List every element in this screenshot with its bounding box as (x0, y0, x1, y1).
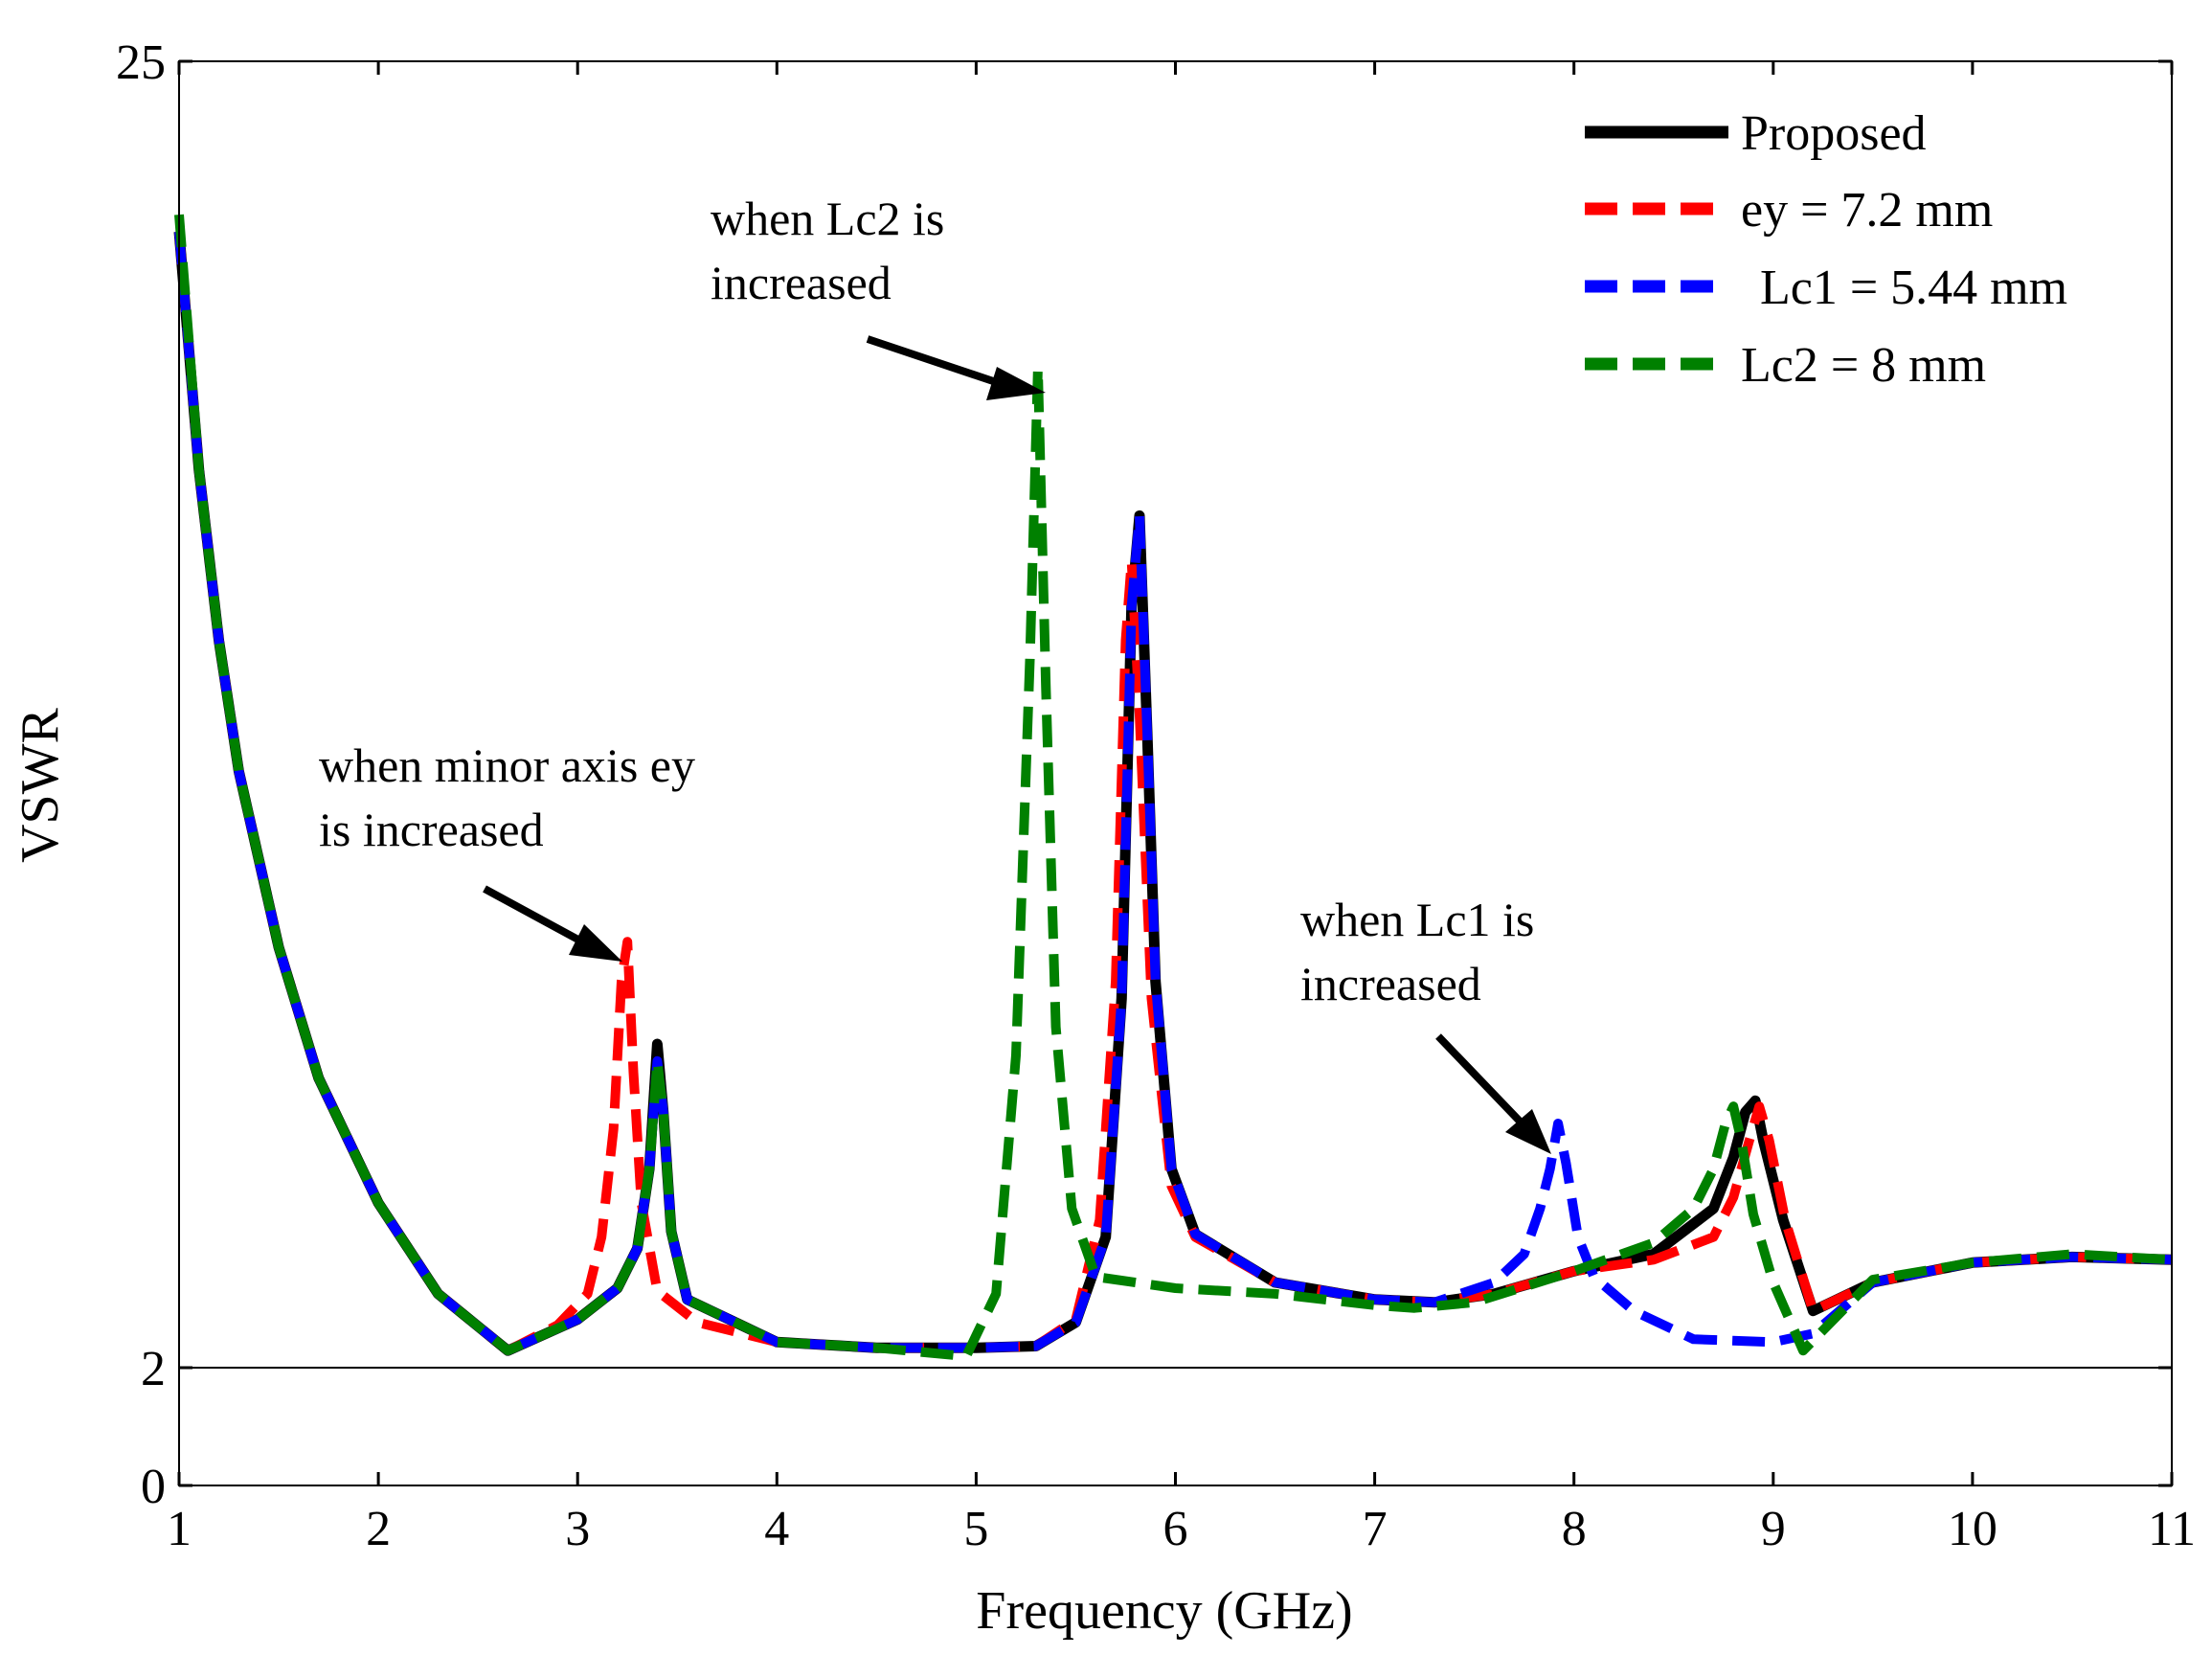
annotation-ey: when minor axis ey is increased (319, 738, 695, 962)
annotation-lc1: when Lc1 is increased (1300, 893, 1551, 1154)
x-axis-label: Frequency (GHz) (976, 1581, 1352, 1641)
annotation-lc2-line-1: when Lc2 is (711, 192, 944, 245)
x-tick-label: 1 (167, 1502, 192, 1556)
y-tick-label: 25 (116, 35, 166, 90)
series-layer (173, 214, 2173, 1362)
x-tick-label: 5 (963, 1502, 988, 1556)
x-tick-label: 11 (2148, 1502, 2196, 1556)
annotation-ey-arrowhead (569, 924, 622, 962)
series-line-3 (174, 214, 2173, 1362)
annotation-lc1-arrowhead (1505, 1109, 1551, 1154)
x-tick-label: 10 (1948, 1502, 1998, 1556)
annotation-lc1-line-2: increased (1300, 957, 1481, 1010)
annotation-lc1-arrow (1435, 1033, 1531, 1133)
y-tick-label: 0 (141, 1460, 166, 1514)
legend: Proposed ey = 7.2 mm Lc1 = 5.44 mm Lc2 =… (1585, 106, 2067, 393)
legend-label-ey: ey = 7.2 mm (1741, 183, 1993, 238)
annotation-lc2: when Lc2 is increased (711, 192, 1046, 400)
x-tick-label: 4 (764, 1502, 789, 1556)
annotation-ey-line-1: when minor axis ey (319, 738, 695, 792)
annotation-lc2-arrowhead (986, 367, 1046, 400)
x-tick-label: 2 (366, 1502, 391, 1556)
legend-label-proposed: Proposed (1741, 106, 1927, 161)
annotation-lc1-line-1: when Lc1 is (1300, 893, 1534, 946)
axes-layer: 1 2 3 4 5 6 7 8 9 10 11 0 2 25 (116, 35, 2196, 1556)
y-tick-label: 2 (141, 1342, 166, 1396)
y-axis-label: VSWR (11, 707, 70, 862)
legend-label-lc1: Lc1 = 5.44 mm (1760, 261, 2067, 315)
x-tick-label: 9 (1761, 1502, 1786, 1556)
legend-label-lc2: Lc2 = 8 mm (1741, 338, 1986, 393)
x-tick-label: 8 (1562, 1502, 1587, 1556)
x-tick-label: 7 (1363, 1502, 1388, 1556)
x-tick-label: 3 (565, 1502, 590, 1556)
annotation-ey-line-2: is increased (319, 803, 544, 856)
x-tick-label: 6 (1163, 1502, 1188, 1556)
annotation-lc2-line-2: increased (711, 256, 892, 309)
